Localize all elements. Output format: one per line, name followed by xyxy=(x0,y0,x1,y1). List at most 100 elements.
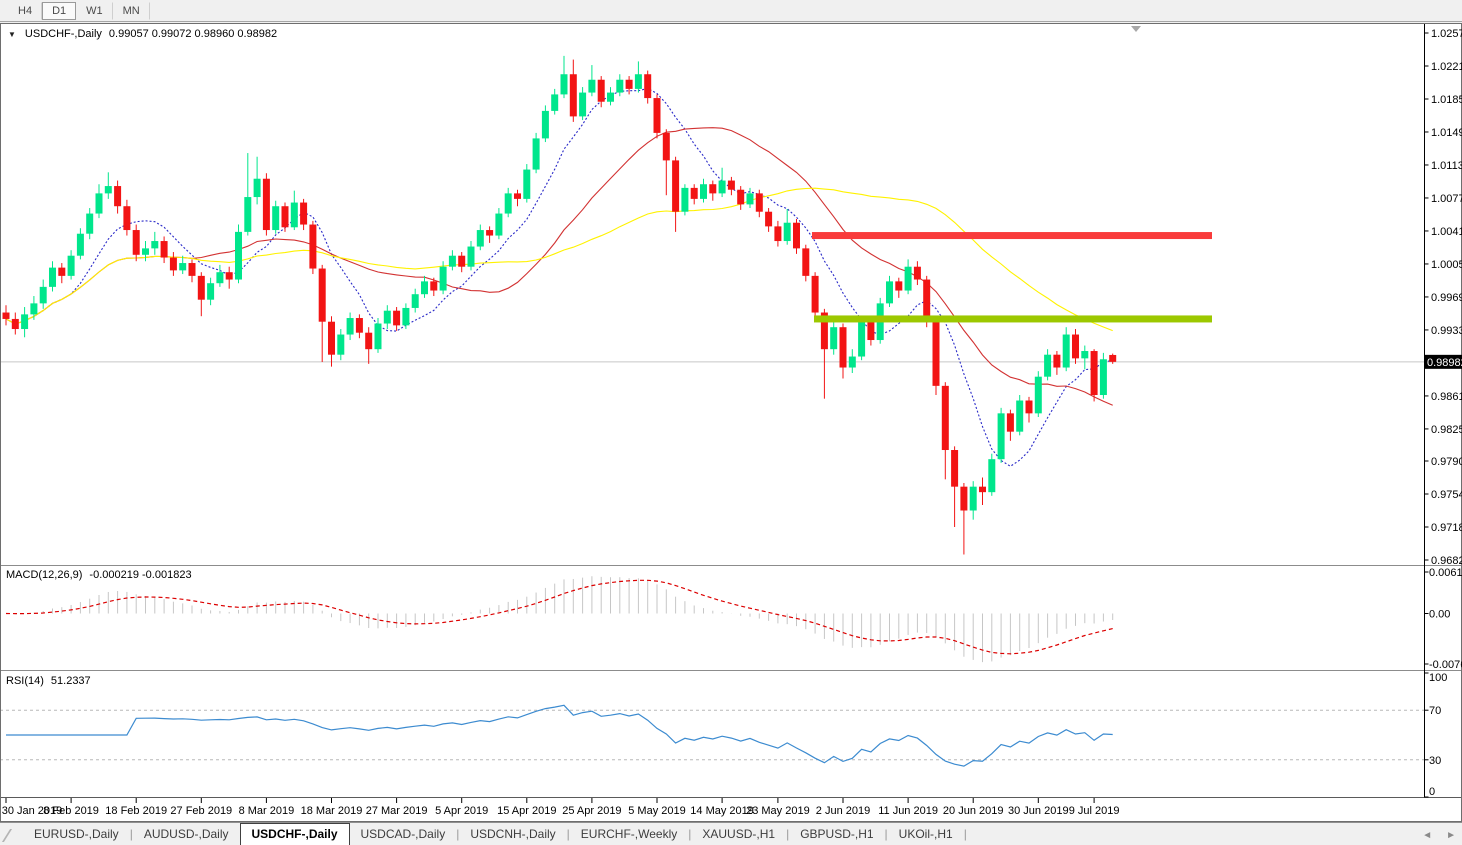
candle xyxy=(272,206,280,231)
tab-usdchf-daily[interactable]: USDCHF-,Daily xyxy=(239,823,350,845)
macd-indicator-values: -0.000219 -0.001823 xyxy=(89,569,192,581)
candle xyxy=(560,74,568,95)
timeframe-button-d1[interactable]: D1 xyxy=(42,1,77,20)
ma-fast-line xyxy=(5,87,1113,467)
candle xyxy=(1072,334,1079,359)
candle xyxy=(1053,354,1061,368)
tab-eurchf-weekly[interactable]: EURCHF-,Weekly xyxy=(580,827,678,841)
candle xyxy=(783,222,791,242)
tab-usdcad-daily[interactable]: USDCAD-,Daily xyxy=(360,827,446,841)
candle xyxy=(709,184,717,194)
candle xyxy=(225,272,233,280)
symbol-dropdown-icon[interactable]: ▼ xyxy=(8,29,16,39)
candle xyxy=(755,193,763,212)
candle xyxy=(839,327,847,368)
candle xyxy=(746,193,754,205)
chart-plot[interactable]: 1.02570 1.02210 1.01850 1.01490 1.01130 1.007… xyxy=(0,23,1462,822)
current-price-badge xyxy=(1425,354,1462,369)
chart-tabbar: EURUSD-,Daily | AUDUSD-,Daily USDCHF-,Daily… xyxy=(0,822,1462,845)
hline-objects-layer xyxy=(812,232,1212,323)
candle xyxy=(151,241,159,249)
hline-support[interactable] xyxy=(814,315,1212,323)
candle xyxy=(979,486,986,493)
hline-resistance[interactable] xyxy=(812,232,1212,240)
candle xyxy=(523,169,531,199)
price-tick-label: 1.02570 xyxy=(1431,28,1462,40)
timeframe-button-h4[interactable]: H4 xyxy=(8,1,43,20)
candle xyxy=(932,321,940,386)
macd-tick-label: -0.00761 xyxy=(1429,659,1462,671)
candle xyxy=(104,186,112,194)
candle xyxy=(616,79,624,93)
candle xyxy=(867,321,875,341)
tab-scroll-right-button[interactable]: ► xyxy=(1446,830,1456,841)
candle xyxy=(365,332,373,350)
candle xyxy=(1081,351,1089,359)
candle xyxy=(690,187,698,199)
ma-slow-line xyxy=(5,187,1113,332)
date-tick-label: 18 Feb 2019 xyxy=(105,805,167,817)
candle xyxy=(969,486,977,511)
candle xyxy=(262,178,270,231)
date-tick-label: 2 Jun 2019 xyxy=(816,805,870,817)
candle xyxy=(49,267,56,287)
candle xyxy=(1044,354,1052,377)
candle xyxy=(700,184,707,199)
tab-usdcnh-daily[interactable]: USDCNH-,Daily xyxy=(470,827,556,841)
candle xyxy=(1090,351,1098,396)
tab-scroll-left-button[interactable]: ◄ xyxy=(1422,830,1433,841)
tab-ukoil-h1[interactable]: UKOil-,H1 xyxy=(898,827,953,841)
candle xyxy=(541,110,549,139)
candle xyxy=(393,310,401,326)
macd-signal-line xyxy=(5,579,1113,655)
candle xyxy=(281,206,289,228)
date-tick-label: 8 Feb 2019 xyxy=(43,805,99,817)
tab-eurusd-daily[interactable]: EURUSD-,Daily xyxy=(34,827,119,841)
tab-separator: | xyxy=(786,827,790,841)
shift-marker-icon[interactable] xyxy=(1131,26,1141,32)
current-price-label: 0.98982 xyxy=(1427,357,1462,369)
candle xyxy=(2,312,10,319)
candle xyxy=(625,79,633,89)
rsi-indicator-value: 51.2337 xyxy=(50,675,91,687)
price-tick-label: 1.02210 xyxy=(1431,61,1462,73)
rsi-tick-label: 100 xyxy=(1429,672,1447,684)
price-axis[interactable]: 1.02570 1.02210 1.01850 1.01490 1.01130 1.007… xyxy=(1424,28,1462,798)
rsi-tick-label: 30 xyxy=(1429,755,1441,767)
rsi-line xyxy=(6,704,1113,767)
candle xyxy=(58,267,66,276)
date-tick-label: 23 May 2019 xyxy=(746,805,810,817)
candle xyxy=(160,241,168,258)
candle xyxy=(114,186,122,207)
candle xyxy=(848,356,856,368)
price-tick-label: 1.00410 xyxy=(1431,226,1462,238)
candle xyxy=(411,294,419,308)
candle xyxy=(820,312,828,350)
candle xyxy=(318,268,326,322)
chart-tabs: EURUSD-,Daily | AUDUSD-,Daily USDCHF-,Daily… xyxy=(23,823,967,845)
tab-separator: | xyxy=(963,827,967,841)
timeframe-button-mn[interactable]: MN xyxy=(113,1,150,20)
tab-audusd-daily[interactable]: AUDUSD-,Daily xyxy=(143,827,229,841)
candle xyxy=(886,281,893,304)
price-tick-label: 1.00770 xyxy=(1431,193,1462,205)
candle xyxy=(421,281,428,295)
tab-scroll-buttons: ◄ ► xyxy=(1422,830,1456,841)
candle xyxy=(355,318,363,333)
candle xyxy=(458,255,466,267)
candle xyxy=(765,211,773,227)
candle xyxy=(188,263,196,276)
tab-xauusd-h1[interactable]: XAUUSD-,H1 xyxy=(702,827,776,841)
macd-indicator-name: MACD(12,26,9) xyxy=(6,569,83,581)
date-tick-label: 30 Jun 2019 xyxy=(1008,805,1069,817)
candle xyxy=(216,272,224,284)
candle xyxy=(607,92,614,102)
candle xyxy=(737,189,745,205)
tab-gbpusd-h1[interactable]: GBPUSD-,H1 xyxy=(800,827,874,841)
candle xyxy=(132,230,140,255)
timeframe-button-w1[interactable]: W1 xyxy=(76,1,113,20)
